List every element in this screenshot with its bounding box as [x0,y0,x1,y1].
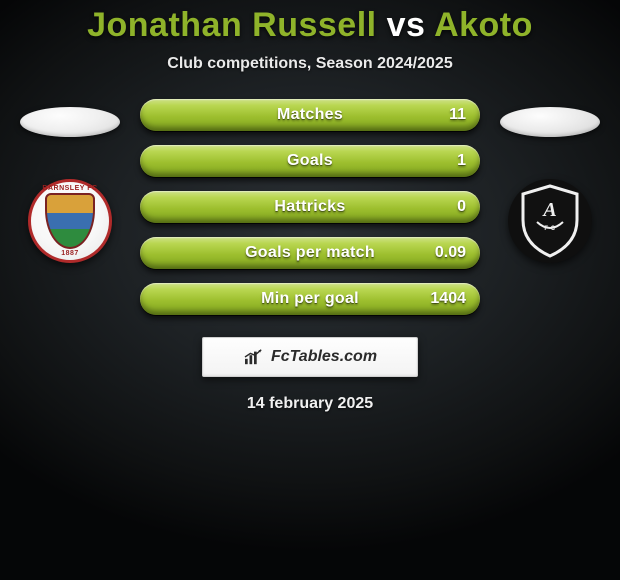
stat-right-value: 0 [457,198,466,216]
player-right-club-badge: A F C [508,179,592,263]
badge-left-top-text: BARNSLEY FC [42,185,97,192]
stat-right-value: 11 [449,106,466,124]
main-row: BARNSLEY FC 1887 Matches 11 Goals 1 Hatt… [0,107,620,315]
content-root: Jonathan Russell vs Akoto Club competiti… [0,0,620,580]
player-right-col: A F C [490,107,610,263]
title-vs: vs [387,6,426,44]
stat-label: Hattricks [274,198,345,216]
stat-row-gpm: Goals per match 0.09 [140,237,480,269]
brand-text: FcTables.com [271,348,377,366]
stat-row-goals: Goals 1 [140,145,480,177]
player-right-avatar [500,107,600,137]
stat-label: Matches [277,106,343,124]
subtitle: Club competitions, Season 2024/2025 [167,55,452,73]
stat-row-matches: Matches 11 [140,99,480,131]
badge-left-bot-text: 1887 [61,250,79,257]
stat-right-value: 0.09 [435,244,466,262]
svg-text:F C: F C [544,226,555,232]
stat-right-value: 1404 [430,290,466,308]
date: 14 february 2025 [247,395,373,413]
player-left-club-badge: BARNSLEY FC 1887 [28,179,112,263]
title-player1: Jonathan Russell [87,6,377,44]
brand-chart-icon [243,348,265,366]
stats-column: Matches 11 Goals 1 Hattricks 0 Goals per… [140,99,480,315]
stat-label: Goals [287,152,333,170]
stat-row-mpg: Min per goal 1404 [140,283,480,315]
page-title: Jonathan Russell vs Akoto [87,6,533,45]
badge-left-crest-icon [45,193,95,249]
badge-right-shield-icon: A F C [515,182,585,260]
stat-row-hattricks: Hattricks 0 [140,191,480,223]
stat-right-value: 1 [457,152,466,170]
player-left-col: BARNSLEY FC 1887 [10,107,130,263]
title-player2: Akoto [434,6,533,44]
brand-box: FcTables.com [202,337,418,377]
player-left-avatar [20,107,120,137]
svg-text:A: A [541,199,556,221]
stat-label: Min per goal [261,290,359,308]
stat-label: Goals per match [245,244,375,262]
